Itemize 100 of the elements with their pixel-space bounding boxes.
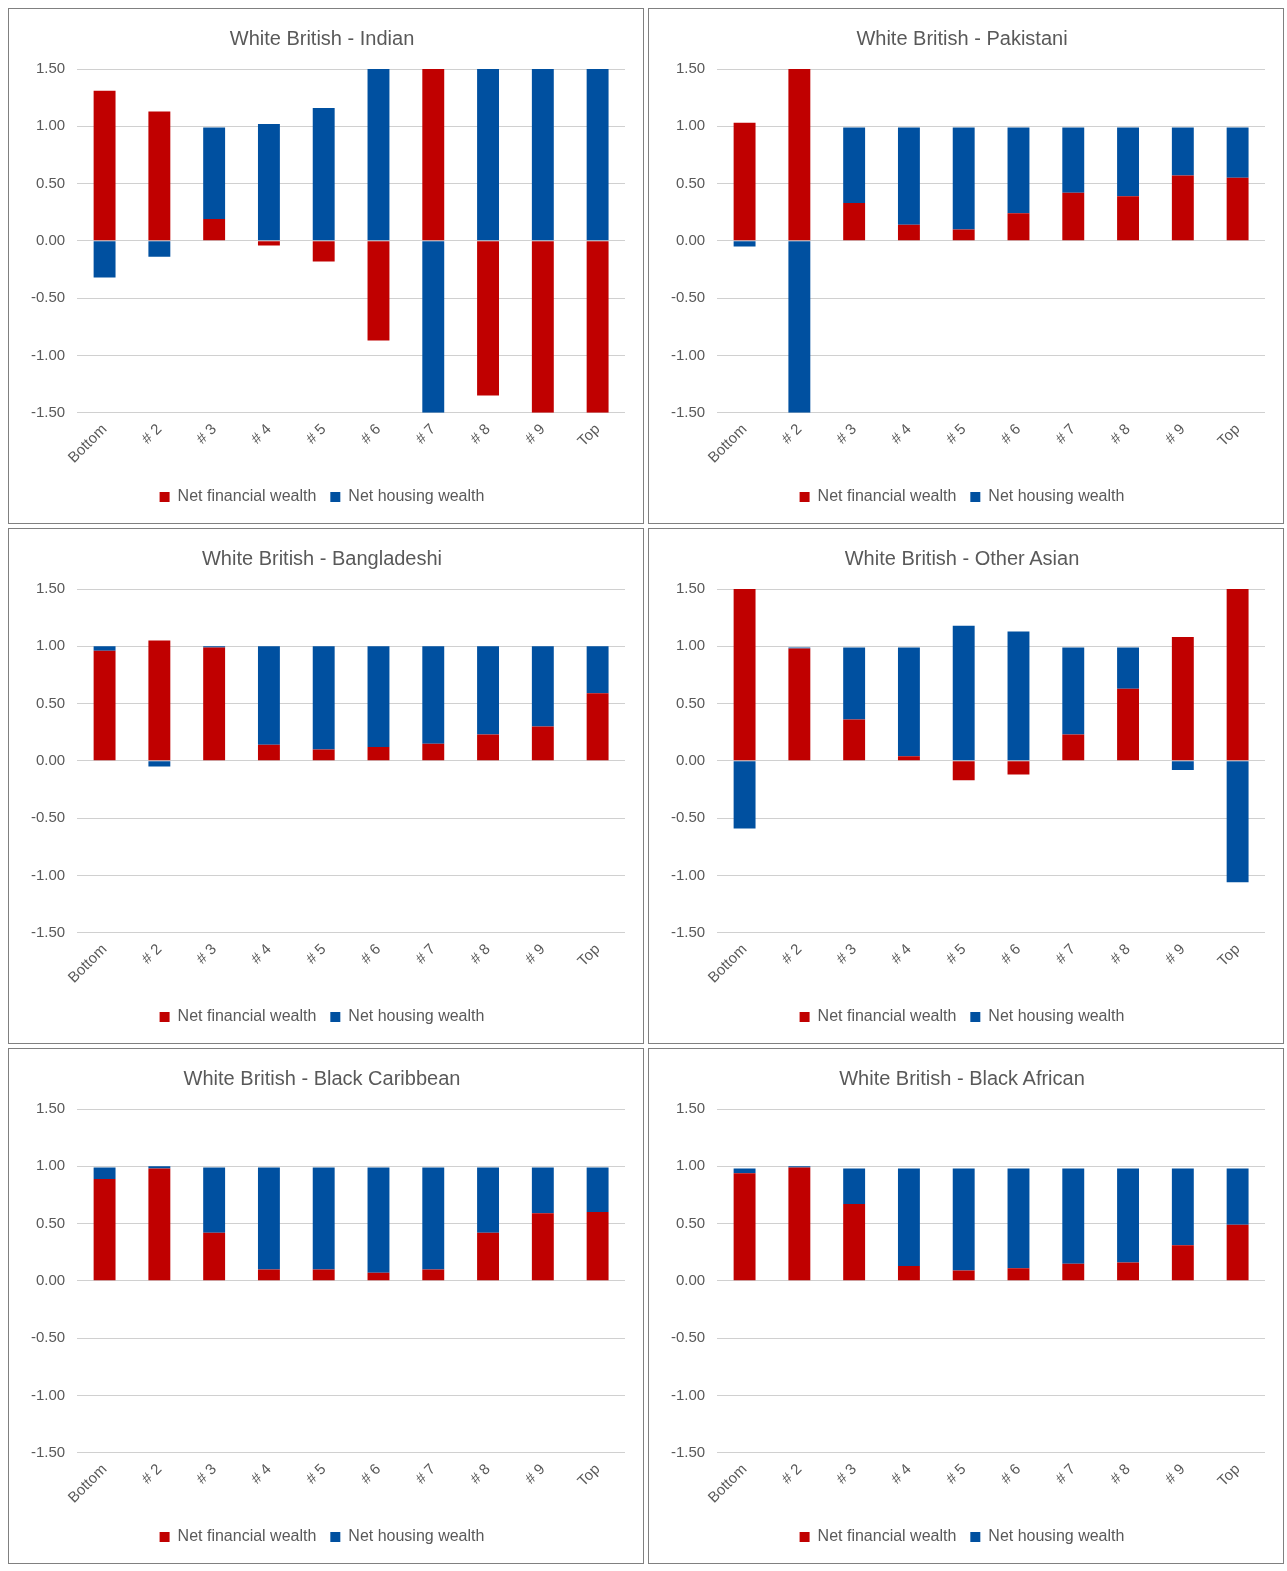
x-tick-label: # 4 <box>247 1460 274 1487</box>
x-tick-label: # 3 <box>832 420 860 447</box>
x-tick-label: # 2 <box>137 1460 165 1487</box>
y-tick-label: -1.00 <box>30 1385 66 1403</box>
y-tick-label: -1.50 <box>670 402 706 420</box>
x-tick-label: # 4 <box>887 420 914 447</box>
x-tick-label: # 9 <box>1161 940 1188 967</box>
y-tick-label: -0.50 <box>670 1328 706 1346</box>
y-tick-label: 1.00 <box>675 116 706 134</box>
x-tick-label: # 2 <box>777 940 805 967</box>
y-tick-label: 1.00 <box>675 636 706 654</box>
y-tick-label: -0.50 <box>30 288 66 306</box>
legend-label: Net housing wealth <box>988 1007 1125 1025</box>
x-tick-label: # 9 <box>521 940 548 967</box>
x-tick-label: # 5 <box>941 1460 969 1487</box>
x-tick-label: # 9 <box>521 1460 548 1487</box>
x-tick-label: Top <box>1213 420 1243 450</box>
y-tick-label: 0.00 <box>675 1270 706 1288</box>
x-tick-label: # 8 <box>1106 940 1134 967</box>
x-tick-label: # 6 <box>356 940 384 967</box>
legend-label: Net financial wealth <box>817 1527 957 1545</box>
x-tick-label: Top <box>1213 940 1243 970</box>
y-tick-label: -1.00 <box>30 345 66 363</box>
x-tick-label: # 5 <box>941 940 969 967</box>
chart-title: White British - Black African <box>839 1066 1085 1089</box>
y-tick-label: -1.00 <box>670 865 706 883</box>
x-tick-label: # 4 <box>887 1460 914 1487</box>
x-tick-label: Top <box>573 940 603 970</box>
x-tick-label: # 5 <box>301 1460 329 1487</box>
x-tick-label: # 3 <box>192 940 220 967</box>
y-tick-label: -0.50 <box>670 808 706 826</box>
chart-title: White British - Bangladeshi <box>201 546 443 569</box>
x-tick-label: # 5 <box>941 420 969 447</box>
y-tick-label: 1.00 <box>35 636 66 654</box>
x-tick-label: Top <box>1213 1460 1243 1490</box>
legend-label: Net financial wealth <box>177 1007 317 1025</box>
y-tick-label: 0.50 <box>675 1213 706 1231</box>
y-tick-label: 0.00 <box>35 750 66 768</box>
y-tick-label: 1.50 <box>675 59 706 77</box>
y-tick-label: 0.00 <box>35 230 66 248</box>
legend-label: Net financial wealth <box>817 487 957 505</box>
y-tick-label: 1.00 <box>35 116 66 134</box>
x-tick-label: # 7 <box>1051 420 1079 447</box>
y-tick-label: -1.00 <box>670 1385 706 1403</box>
x-tick-label: # 6 <box>996 1460 1024 1487</box>
x-tick-label: # 5 <box>301 940 329 967</box>
y-tick-label: -1.00 <box>670 345 706 363</box>
y-tick-label: 0.50 <box>35 693 66 711</box>
x-tick-label: # 8 <box>466 420 494 447</box>
y-tick-label: -0.50 <box>30 1328 66 1346</box>
y-tick-label: 0.00 <box>35 1270 66 1288</box>
y-tick-label: 1.00 <box>35 1156 66 1174</box>
x-tick-label: # 6 <box>996 940 1024 967</box>
y-tick-label: 0.50 <box>675 173 706 191</box>
x-tick-label: # 3 <box>192 420 220 447</box>
y-tick-label: 0.00 <box>675 750 706 768</box>
x-tick-label: # 5 <box>301 420 329 447</box>
x-tick-label: # 9 <box>521 420 548 447</box>
x-tick-label: # 8 <box>466 940 494 967</box>
y-tick-label: 1.50 <box>35 1099 66 1117</box>
x-tick-label: # 7 <box>1051 1460 1079 1487</box>
legend-label: Net housing wealth <box>348 487 485 505</box>
y-tick-label: 0.50 <box>35 173 66 191</box>
y-tick-label: 1.50 <box>675 579 706 597</box>
chart-title: White British - Pakistani <box>856 26 1068 49</box>
legend-label: Net financial wealth <box>177 487 317 505</box>
y-tick-label: -1.50 <box>30 1442 66 1460</box>
legend-label: Net housing wealth <box>988 1527 1125 1545</box>
chart-title: White British - Indian <box>229 26 415 49</box>
y-tick-label: 0.00 <box>675 230 706 248</box>
y-tick-label: -1.50 <box>670 922 706 940</box>
x-tick-label: # 4 <box>887 940 914 967</box>
legend-label: Net financial wealth <box>177 1527 317 1545</box>
x-tick-label: # 4 <box>247 420 274 447</box>
y-tick-label: -1.50 <box>30 402 66 420</box>
y-tick-label: 0.50 <box>35 1213 66 1231</box>
x-tick-label: Top <box>573 420 603 450</box>
chart-title: White British - Black Caribbean <box>183 1066 461 1089</box>
x-tick-label: # 3 <box>192 1460 220 1487</box>
x-tick-label: Top <box>573 1460 603 1490</box>
x-tick-label: # 2 <box>777 420 805 447</box>
y-tick-label: -0.50 <box>670 288 706 306</box>
legend-label: Net financial wealth <box>817 1007 957 1025</box>
legend-label: Net housing wealth <box>988 487 1125 505</box>
y-tick-label: 1.50 <box>35 579 66 597</box>
x-tick-label: # 6 <box>356 1460 384 1487</box>
y-tick-label: 1.00 <box>675 1156 706 1174</box>
x-tick-label: # 2 <box>137 420 165 447</box>
y-tick-label: -0.50 <box>30 808 66 826</box>
x-tick-label: # 9 <box>1161 1460 1188 1487</box>
y-tick-label: -1.00 <box>30 865 66 883</box>
x-tick-label: # 7 <box>1051 940 1079 967</box>
y-tick-label: 1.50 <box>675 1099 706 1117</box>
y-tick-label: 0.50 <box>675 693 706 711</box>
x-tick-label: # 3 <box>832 940 860 967</box>
y-tick-label: -1.50 <box>670 1442 706 1460</box>
x-tick-label: # 2 <box>137 940 165 967</box>
x-tick-label: # 8 <box>1106 1460 1134 1487</box>
x-tick-label: # 2 <box>777 1460 805 1487</box>
legend-label: Net housing wealth <box>348 1007 485 1025</box>
